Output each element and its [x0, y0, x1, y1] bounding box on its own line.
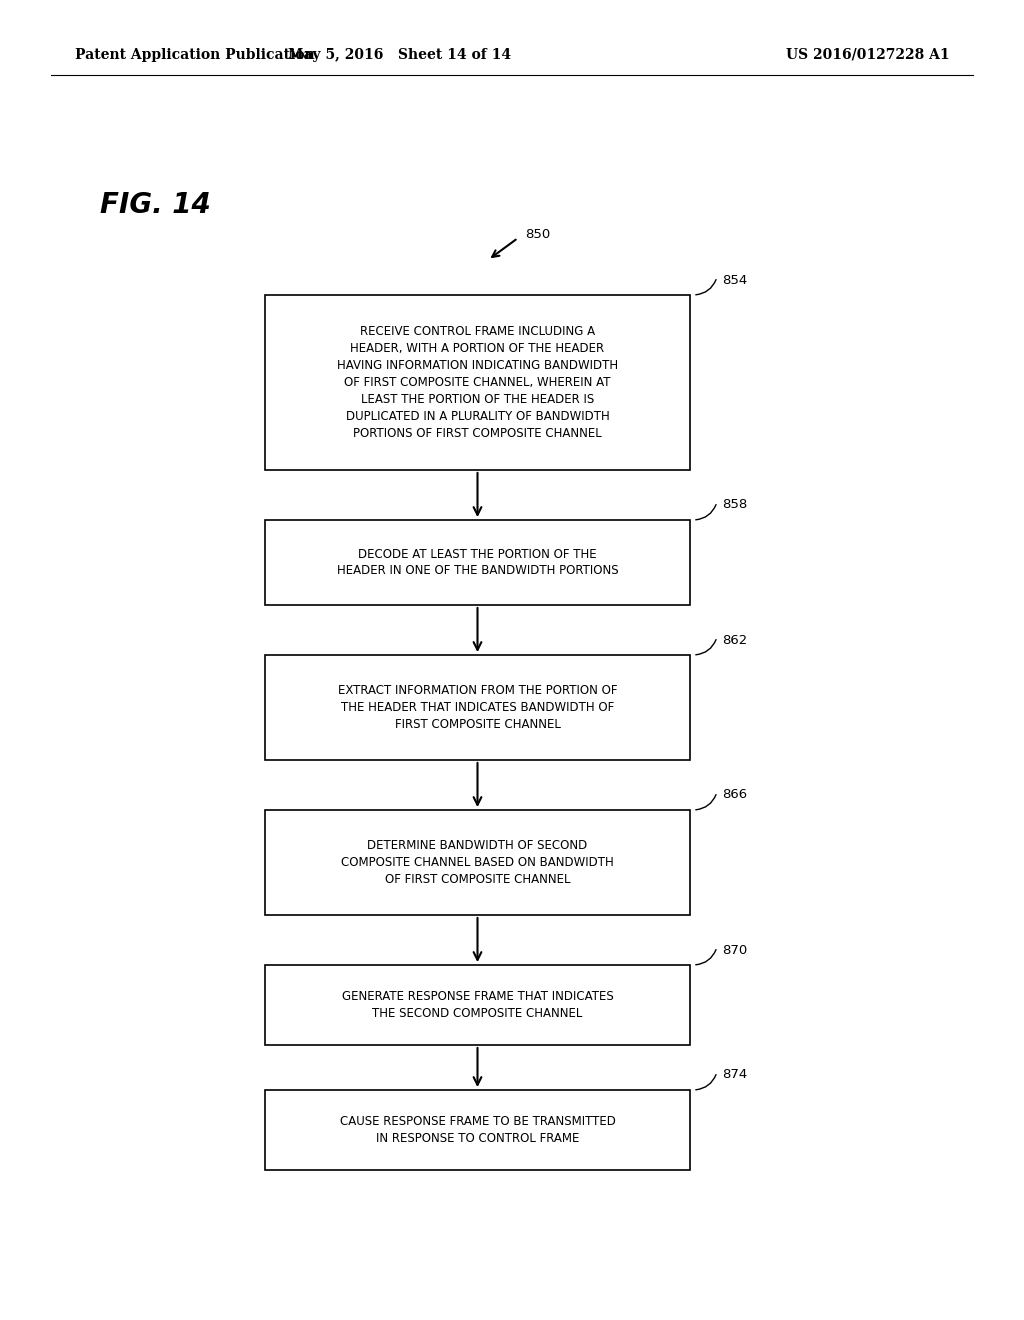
Text: May 5, 2016   Sheet 14 of 14: May 5, 2016 Sheet 14 of 14 [289, 48, 512, 62]
Text: 866: 866 [722, 788, 748, 801]
Text: 854: 854 [722, 273, 748, 286]
Text: DETERMINE BANDWIDTH OF SECOND
COMPOSITE CHANNEL BASED ON BANDWIDTH
OF FIRST COMP: DETERMINE BANDWIDTH OF SECOND COMPOSITE … [341, 840, 613, 886]
Bar [265, 965, 690, 1045]
Text: CAUSE RESPONSE FRAME TO BE TRANSMITTED
IN RESPONSE TO CONTROL FRAME: CAUSE RESPONSE FRAME TO BE TRANSMITTED I… [340, 1115, 615, 1144]
Text: US 2016/0127228 A1: US 2016/0127228 A1 [786, 48, 950, 62]
Text: 858: 858 [722, 499, 748, 511]
Text: Patent Application Publication: Patent Application Publication [75, 48, 314, 62]
Text: RECEIVE CONTROL FRAME INCLUDING A
HEADER, WITH A PORTION OF THE HEADER
HAVING IN: RECEIVE CONTROL FRAME INCLUDING A HEADER… [337, 325, 618, 440]
Bar [265, 294, 690, 470]
Text: DECODE AT LEAST THE PORTION OF THE
HEADER IN ONE OF THE BANDWIDTH PORTIONS: DECODE AT LEAST THE PORTION OF THE HEADE… [337, 548, 618, 578]
Text: EXTRACT INFORMATION FROM THE PORTION OF
THE HEADER THAT INDICATES BANDWIDTH OF
F: EXTRACT INFORMATION FROM THE PORTION OF … [338, 684, 617, 731]
Text: 862: 862 [722, 634, 748, 647]
Bar [265, 1090, 690, 1170]
Bar [265, 655, 690, 760]
Text: GENERATE RESPONSE FRAME THAT INDICATES
THE SECOND COMPOSITE CHANNEL: GENERATE RESPONSE FRAME THAT INDICATES T… [342, 990, 613, 1020]
Text: FIG. 14: FIG. 14 [99, 191, 210, 219]
Text: 870: 870 [722, 944, 748, 957]
Text: 850: 850 [525, 228, 550, 242]
Bar [265, 810, 690, 915]
Bar [265, 520, 690, 605]
Text: 874: 874 [722, 1068, 748, 1081]
